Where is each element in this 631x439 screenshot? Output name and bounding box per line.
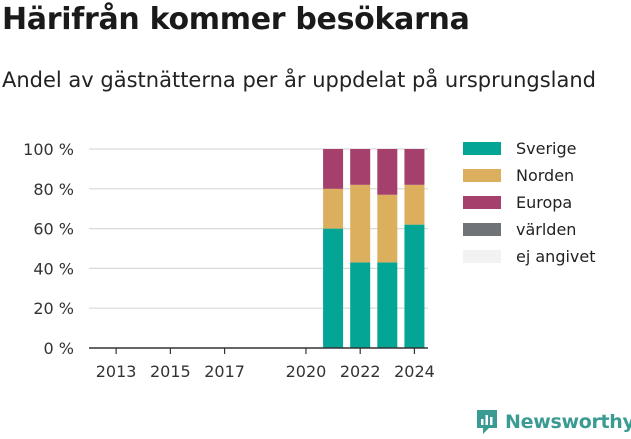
grid-lines (89, 148, 428, 309)
bar-segment-sverige (350, 262, 371, 348)
x-tick-label: 2017 (204, 362, 245, 381)
chart-subtitle: Andel av gästnätterna per år uppdelat på… (2, 68, 596, 92)
legend-swatch (463, 223, 501, 236)
chart-title: Härifrån kommer besökarna (2, 2, 470, 37)
legend-swatch (463, 142, 501, 155)
bar-segment-norden (377, 194, 398, 263)
bar-segment-europa (404, 149, 425, 185)
y-tick-label: 80 % (33, 180, 74, 199)
x-tick-label: 2015 (150, 362, 191, 381)
bar-segment-europa (377, 149, 398, 195)
bar-segment-sverige (377, 262, 398, 348)
legend-swatch (463, 169, 501, 182)
x-tick-label: 2020 (286, 362, 327, 381)
legend-swatch (463, 250, 501, 263)
bar-segment-europa (323, 149, 344, 189)
legend-label: världen (516, 220, 576, 239)
bars (323, 149, 425, 348)
axes (89, 347, 428, 354)
legend-label: Norden (516, 166, 574, 185)
x-tick-labels: 2013 2015 2017 2020 2022 2024 (96, 362, 435, 381)
newsworthy-logo: Newsworthy (475, 408, 631, 436)
x-tick-label: 2024 (394, 362, 435, 381)
y-tick-label: 40 % (33, 259, 74, 278)
y-tick-label: 0 % (44, 339, 74, 358)
bar-segment-europa (350, 149, 371, 185)
x-tick-label: 2022 (340, 362, 381, 381)
legend: Sverige Norden Europa världen ej angivet (463, 139, 596, 266)
y-tick-labels: 0 % 20 % 40 % 60 % 80 % 100 % (23, 140, 74, 358)
newsworthy-logo-icon (477, 410, 497, 434)
legend-label: ej angivet (516, 247, 596, 266)
bar-segment-sverige (323, 228, 344, 348)
legend-swatch (463, 196, 501, 209)
bar-segment-norden (350, 184, 371, 263)
y-tick-label: 100 % (23, 140, 74, 159)
legend-label: Sverige (516, 139, 577, 158)
bar-segment-norden (323, 188, 344, 229)
y-tick-label: 20 % (33, 299, 74, 318)
newsworthy-logo-text: Newsworthy (505, 411, 631, 433)
y-tick-label: 60 % (33, 220, 74, 239)
bar-segment-norden (404, 184, 425, 225)
legend-label: Europa (516, 193, 572, 212)
x-tick-label: 2013 (96, 362, 137, 381)
bar-segment-sverige (404, 224, 425, 348)
